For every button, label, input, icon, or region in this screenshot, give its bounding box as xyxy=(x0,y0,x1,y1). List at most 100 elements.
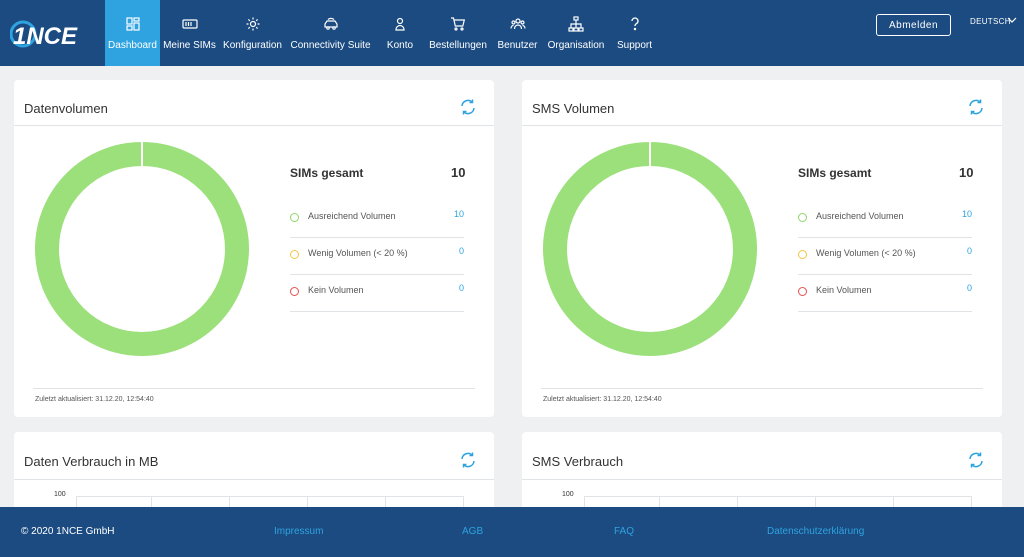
chart-gridline xyxy=(815,496,816,508)
nav-label: Meine SIMs xyxy=(163,40,216,51)
nav-label: Connectivity Suite xyxy=(290,40,371,51)
footer-link-datenschutz[interactable]: Datenschutzerklärung xyxy=(767,526,865,537)
org-chart-icon xyxy=(568,16,584,32)
1nce-logo[interactable]: 1NCE xyxy=(10,16,90,52)
refresh-icon[interactable] xyxy=(967,451,985,469)
legend-label: Wenig Volumen (< 20 %) xyxy=(308,248,408,258)
legend-row-low: Wenig Volumen (< 20 %) 0 xyxy=(798,238,972,275)
sim-card-icon xyxy=(181,19,198,29)
chart-gridline xyxy=(229,496,230,508)
chart-gridline xyxy=(307,496,308,508)
data-volume-card: Datenvolumen SIMs gesamt 10 Ausreichend … xyxy=(14,80,494,417)
dashboard-icon xyxy=(125,17,140,31)
last-updated-text: Zuletzt aktualisiert: 31.12.20, 12:54:40 xyxy=(543,396,662,403)
legend-label: Wenig Volumen (< 20 %) xyxy=(816,248,916,258)
chart-gridline xyxy=(385,496,386,508)
nav-support[interactable]: Support xyxy=(608,0,661,66)
volume-donut-chart xyxy=(543,142,757,356)
legend-row-none: Kein Volumen 0 xyxy=(798,275,972,312)
nav-label: Support xyxy=(616,40,653,51)
logout-button[interactable]: Abmelden xyxy=(876,14,951,36)
legend-label: Kein Volumen xyxy=(816,285,872,295)
nav-bestellungen[interactable]: Bestellungen xyxy=(425,0,491,66)
cart-icon xyxy=(451,17,466,31)
chart-gridline xyxy=(584,496,972,497)
refresh-icon[interactable] xyxy=(967,98,985,116)
divider xyxy=(14,125,494,126)
y-axis-tick: 100 xyxy=(54,491,66,498)
volume-donut-chart xyxy=(35,142,249,356)
legend-value[interactable]: 0 xyxy=(966,246,972,256)
legend-value[interactable]: 0 xyxy=(458,283,464,293)
chart-gridline xyxy=(151,496,152,508)
divider xyxy=(522,479,1002,480)
divider xyxy=(14,479,494,480)
nav-label: Benutzer xyxy=(497,40,538,51)
divider xyxy=(33,388,475,389)
nav-konto[interactable]: Konto xyxy=(375,0,425,66)
nav-benutzer[interactable]: Benutzer xyxy=(491,0,544,66)
sims-total-value: 10 xyxy=(959,165,974,180)
nav-label: Organisation xyxy=(547,40,605,51)
gear-icon xyxy=(246,17,259,31)
card-title: Daten Verbrauch in MB xyxy=(24,454,159,469)
copyright-text: © 2020 1NCE GmbH xyxy=(21,526,115,537)
user-icon xyxy=(395,17,405,31)
car-icon xyxy=(323,17,338,30)
users-icon xyxy=(509,18,526,30)
language-selector[interactable]: DEUTSCH xyxy=(970,17,1011,26)
logo-text: 1NCE xyxy=(13,23,78,50)
chevron-down-icon[interactable] xyxy=(1006,15,1018,25)
legend-label: Ausreichend Volumen xyxy=(816,211,904,221)
nav-connectivity-suite[interactable]: Connectivity Suite xyxy=(286,0,375,66)
sims-total-label: SIMs gesamt xyxy=(798,166,872,180)
chart-gridline xyxy=(76,496,77,508)
legend-row-sufficient: Ausreichend Volumen 10 xyxy=(290,201,464,238)
legend-row-low: Wenig Volumen (< 20 %) 0 xyxy=(290,238,464,275)
status-dot-green xyxy=(290,213,299,222)
main-nav: Dashboard Meine SIMs Konfiguration Conne… xyxy=(105,0,661,66)
nav-label: Dashboard xyxy=(108,40,157,51)
legend-value[interactable]: 10 xyxy=(453,209,464,219)
legend-value[interactable]: 0 xyxy=(458,246,464,256)
legend-label: Ausreichend Volumen xyxy=(308,211,396,221)
legend-value[interactable]: 10 xyxy=(961,209,972,219)
status-dot-red xyxy=(290,287,299,296)
last-updated-text: Zuletzt aktualisiert: 31.12.20, 12:54:40 xyxy=(35,396,154,403)
nav-meine-sims[interactable]: Meine SIMs xyxy=(160,0,219,66)
card-title: SMS Verbrauch xyxy=(532,454,624,469)
chart-gridline xyxy=(463,496,464,508)
sms-volume-card: SMS Volumen SIMs gesamt 10 Ausreichend V… xyxy=(522,80,1002,417)
card-title: SMS Volumen xyxy=(532,101,615,116)
chart-gridline xyxy=(659,496,660,508)
nav-konfiguration[interactable]: Konfiguration xyxy=(219,0,286,66)
divider xyxy=(541,388,983,389)
legend-value[interactable]: 0 xyxy=(966,283,972,293)
sims-total-label: SIMs gesamt xyxy=(290,166,364,180)
nav-dashboard[interactable]: Dashboard xyxy=(105,0,160,66)
y-axis-tick: 100 xyxy=(562,491,574,498)
legend-row-sufficient: Ausreichend Volumen 10 xyxy=(798,201,972,238)
footer-link-faq[interactable]: FAQ xyxy=(614,526,635,537)
status-dot-yellow xyxy=(290,250,299,259)
footer-link-impressum[interactable]: Impressum xyxy=(274,526,324,537)
legend-label: Kein Volumen xyxy=(308,285,364,295)
footer-link-agb[interactable]: AGB xyxy=(462,526,484,537)
divider xyxy=(522,125,1002,126)
nav-organisation[interactable]: Organisation xyxy=(544,0,608,66)
nav-label: Konfiguration xyxy=(223,40,282,51)
refresh-icon[interactable] xyxy=(459,98,477,116)
status-dot-green xyxy=(798,213,807,222)
question-icon xyxy=(630,17,639,31)
status-dot-yellow xyxy=(798,250,807,259)
chart-gridline xyxy=(76,496,464,497)
legend-row-none: Kein Volumen 0 xyxy=(290,275,464,312)
donut-ring xyxy=(35,142,249,356)
status-dot-red xyxy=(798,287,807,296)
chart-gridline xyxy=(971,496,972,508)
nav-label: Bestellungen xyxy=(429,40,487,51)
page-footer: © 2020 1NCE GmbH Impressum AGB FAQ Daten… xyxy=(0,507,1024,557)
chart-gridline xyxy=(584,496,585,508)
sims-total-value: 10 xyxy=(451,165,466,180)
refresh-icon[interactable] xyxy=(459,451,477,469)
